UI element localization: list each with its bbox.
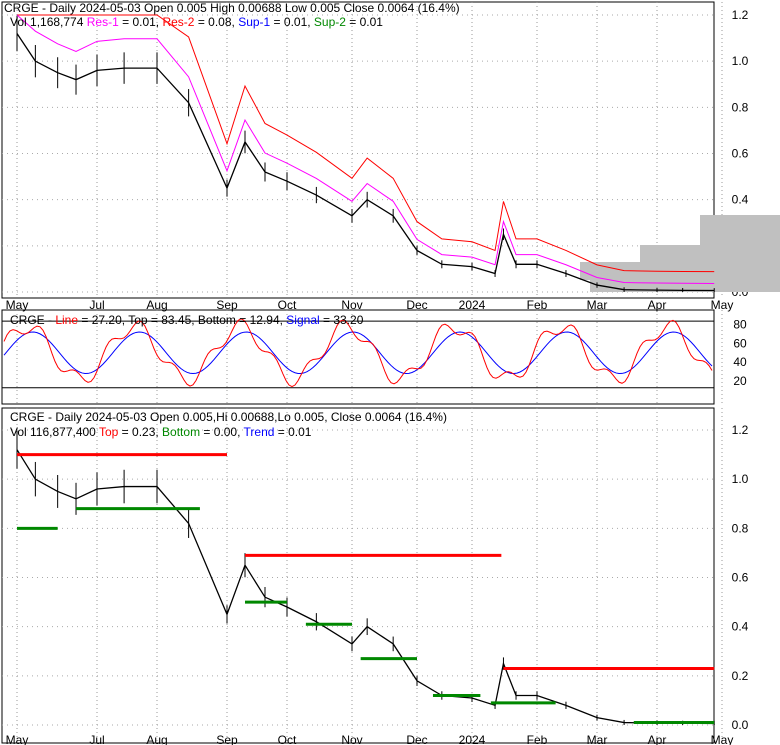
x-tick-label: Jul <box>89 298 104 312</box>
res1-line <box>16 14 715 284</box>
panel1-title: CRGE - Daily 2024-05-03 Open 0.005 High … <box>4 1 460 15</box>
volume-profile-bar <box>640 245 780 262</box>
sup2-label: Sup-2 <box>313 15 346 29</box>
osc-prefix: CRGE - <box>10 313 56 327</box>
x-tick-label: Aug <box>146 298 167 312</box>
osc-tick-label: 60 <box>733 336 747 350</box>
price-line <box>16 449 715 725</box>
sup2-value: = 0.01 <box>345 15 383 29</box>
res2-line <box>17 14 715 273</box>
y-tick-label: 0.8 <box>732 100 749 114</box>
panel2-frame <box>1 309 715 405</box>
top-value: = 0.23, <box>118 425 163 439</box>
y-tick-label: 1.0 <box>732 472 749 486</box>
y-tick-label: 1.0 <box>732 54 749 68</box>
y-tick-label: 0.4 <box>732 620 749 634</box>
y-tick-label: 0.2 <box>732 669 749 683</box>
osc-signal-label: Signal <box>286 313 320 327</box>
vol-label: Vol 1,168,774 <box>10 15 84 29</box>
y-tick-label: 0.0 <box>732 718 749 732</box>
top-label: Top <box>98 425 119 439</box>
x-tick-label: Mar <box>587 298 608 312</box>
trend-value: = 0.01 <box>274 425 312 439</box>
bottom-label: Bottom <box>162 425 201 439</box>
osc-signal-line <box>3 331 713 375</box>
x-tick-label: May <box>6 298 29 312</box>
x-tick-label: Feb <box>527 298 548 312</box>
x-tick-label: Jul <box>89 733 104 745</box>
sup1-label: Sup-1 <box>238 15 271 29</box>
x-tick-label: Dec <box>406 733 427 745</box>
osc-line <box>3 318 713 388</box>
res2-value: = 0.08, <box>194 15 239 29</box>
x-tick-label: May <box>6 733 29 745</box>
y-tick-label: 0.4 <box>732 193 749 207</box>
x-tick-label: Apr <box>648 298 667 312</box>
sup1-value: = 0.01, <box>270 15 314 29</box>
x-tick-label: May <box>711 733 734 745</box>
osc-signal-value: = 33.20 <box>319 313 364 327</box>
x-tick-label: Oct <box>278 298 297 312</box>
price-line <box>16 33 715 292</box>
osc-line-value: = 27.20, Top = 83.45, Bottom = 12.94, <box>78 313 287 327</box>
osc-tick-label: 20 <box>733 374 747 388</box>
panel3-title: CRGE - Daily 2024-05-03 Open 0.005,Hi 0.… <box>10 410 447 424</box>
osc-line-label: Line <box>55 313 79 327</box>
vol3-label: Vol 116,877,400 <box>10 425 99 439</box>
panel1-frame <box>1 1 715 299</box>
x-tick-label: Oct <box>278 733 297 745</box>
y-tick-label: 0.6 <box>732 147 749 161</box>
panel2-legend: CRGE - Line = 27.20, Top = 83.45, Bottom… <box>10 313 363 327</box>
volume-profile-bar <box>700 215 780 245</box>
x-tick-label: May <box>711 298 734 312</box>
x-tick-label: Aug <box>146 733 167 745</box>
x-tick-label: 2024 <box>459 298 486 312</box>
panel1-legend: Vol 1,168,774 Res-1 = 0.01, Res-2 = 0.08… <box>10 15 383 29</box>
y-tick-label: 1.2 <box>732 423 749 437</box>
x-tick-label: Sep <box>216 298 238 312</box>
res1-label: Res-1 <box>86 15 119 29</box>
x-tick-label: Feb <box>527 733 548 745</box>
osc-tick-label: 80 <box>733 317 747 331</box>
x-tick-label: 2024 <box>459 733 486 745</box>
bottom-value: = 0.00, <box>200 425 244 439</box>
res2-label: Res-2 <box>162 15 195 29</box>
panel3-legend: Vol 116,877,400 Top = 0.23, Bottom = 0.0… <box>10 425 311 439</box>
res1-value: = 0.01, <box>118 15 163 29</box>
x-tick-label: Nov <box>341 298 362 312</box>
x-tick-label: Sep <box>216 733 238 745</box>
x-tick-label: Nov <box>341 733 362 745</box>
panel3-frame <box>1 407 715 744</box>
x-tick-label: Mar <box>587 733 608 745</box>
y-tick-label: 0.8 <box>732 521 749 535</box>
osc-tick-label: 40 <box>733 355 747 369</box>
x-tick-label: Apr <box>648 733 667 745</box>
y-tick-label: 0.6 <box>732 571 749 585</box>
x-tick-label: Dec <box>406 298 427 312</box>
y-tick-label: 1.2 <box>732 8 749 22</box>
trend-label: Trend <box>243 425 275 439</box>
